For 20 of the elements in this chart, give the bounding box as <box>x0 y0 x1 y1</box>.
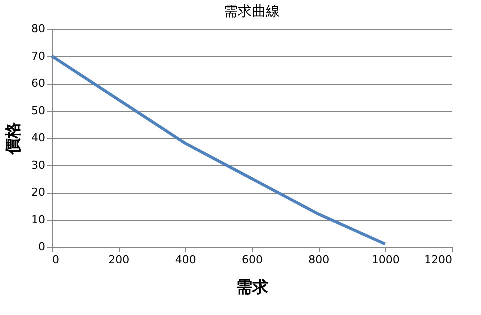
x-tick-label: 1000 <box>372 254 400 266</box>
x-tick-label: 400 <box>175 254 196 266</box>
x-tick-label: 1200 <box>424 254 452 266</box>
chart-title: 需求曲線 <box>224 4 280 20</box>
y-tick-label: 30 <box>32 158 46 172</box>
y-tick-label: 50 <box>32 104 46 118</box>
x-tick-label: 0 <box>52 254 60 266</box>
y-axis-title: 價格 <box>4 122 23 156</box>
y-tick-label: 70 <box>32 50 46 63</box>
y-tick-label: 40 <box>32 132 46 144</box>
line-series <box>50 54 387 246</box>
y-tick-label: 0 <box>38 240 46 254</box>
y-tick-label: 60 <box>32 77 46 90</box>
x-tick-label: 200 <box>108 254 130 266</box>
x-axis-title: 需求 <box>236 278 270 296</box>
y-tick-label: 80 <box>32 22 46 36</box>
y-tick-label: 10 <box>32 213 46 226</box>
y-tick-label: 20 <box>32 186 46 199</box>
x-tick-label: 800 <box>308 254 330 266</box>
x-tick-label: 600 <box>242 254 263 266</box>
